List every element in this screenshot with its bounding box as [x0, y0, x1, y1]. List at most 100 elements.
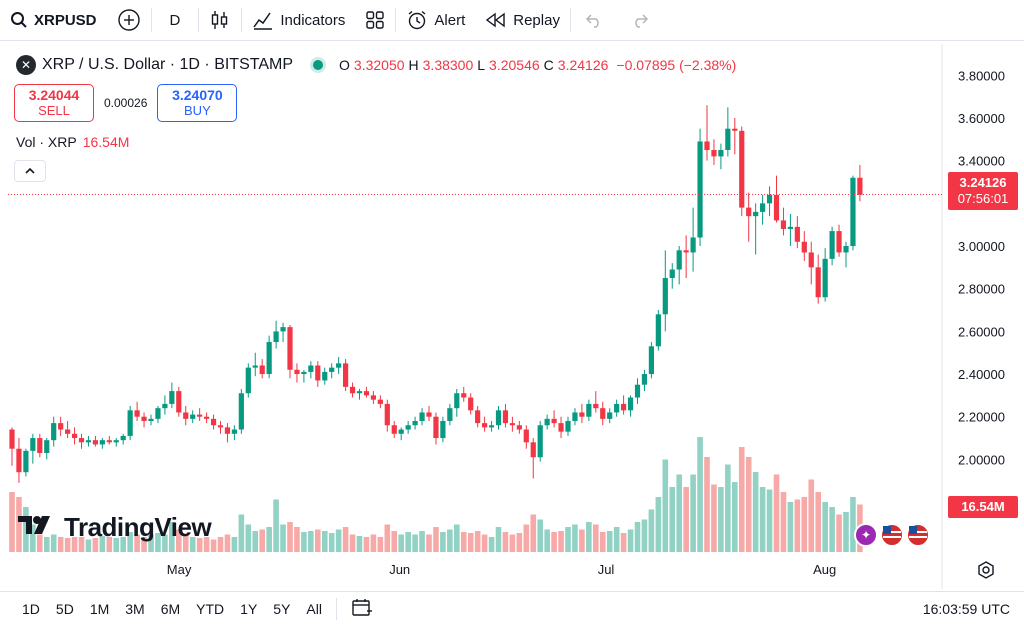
- divider: [335, 598, 337, 620]
- chart-type-button[interactable]: [199, 0, 241, 41]
- candle-body: [37, 438, 43, 453]
- replay-label: Replay: [513, 11, 560, 29]
- candle-body: [398, 429, 404, 434]
- market-status-icon[interactable]: [313, 60, 324, 70]
- candle-body: [23, 450, 29, 473]
- candle-body: [808, 252, 814, 268]
- date-range-button[interactable]: [343, 597, 381, 622]
- chart-settings-button[interactable]: [976, 560, 996, 580]
- range-6m[interactable]: 6M: [160, 601, 181, 617]
- high-label: H: [408, 57, 419, 73]
- low-label: L: [477, 57, 486, 73]
- layouts-button[interactable]: [355, 0, 395, 41]
- indicators-button[interactable]: Indicators: [242, 0, 355, 41]
- gear-icon: [976, 561, 996, 584]
- volume-bar: [467, 533, 474, 552]
- candle-body: [363, 391, 370, 396]
- redo-button[interactable]: [617, 0, 663, 41]
- undo-icon: [585, 12, 603, 28]
- volume-bar: [169, 522, 175, 552]
- candle-body: [377, 399, 383, 404]
- candle-body: [641, 374, 648, 385]
- interval-label: D: [169, 11, 181, 29]
- tradingview-logo[interactable]: TradingView: [18, 512, 212, 543]
- candle-body: [51, 423, 57, 441]
- volume-legend[interactable]: Vol · XRP 16.54M: [16, 134, 129, 150]
- buy-label: BUY: [184, 103, 211, 118]
- volume-bar: [794, 499, 801, 552]
- symbol-title[interactable]: XRP / U.S. Dollar · 1D · BITSTAMP: [42, 56, 294, 73]
- us-flag-icon[interactable]: [880, 523, 904, 547]
- interval-button[interactable]: D: [152, 0, 199, 41]
- candle-body: [690, 237, 696, 253]
- divider: [150, 8, 152, 32]
- candle-body: [356, 391, 363, 394]
- volume-bar: [391, 531, 398, 552]
- volume-bar: [530, 514, 537, 552]
- volume-bar: [16, 497, 22, 552]
- candle-body: [238, 393, 244, 430]
- undo-button[interactable]: [571, 0, 617, 41]
- xrp-logo-icon: ✕: [16, 55, 36, 75]
- volume-bar: [718, 487, 724, 552]
- candle-body: [190, 414, 196, 419]
- candle-body: [113, 440, 119, 443]
- range-3m[interactable]: 3M: [125, 601, 145, 617]
- candle-body: [245, 367, 251, 394]
- volume-bar: [9, 492, 15, 552]
- range-5y[interactable]: 5Y: [273, 601, 291, 617]
- buy-button[interactable]: 3.24070 BUY: [157, 84, 238, 122]
- volume-bar: [474, 531, 481, 552]
- candle-body: [99, 440, 105, 445]
- candle-body: [141, 416, 147, 421]
- volume-bar: [259, 529, 265, 552]
- candle-body: [454, 393, 460, 409]
- search-icon: [10, 11, 28, 29]
- candle-body: [301, 371, 307, 375]
- volume-bar: [398, 534, 404, 552]
- volume-bar: [593, 524, 599, 552]
- alert-button[interactable]: Alert: [396, 0, 475, 41]
- candle-body: [391, 425, 397, 434]
- sell-button[interactable]: 3.24044 SELL: [14, 84, 94, 122]
- range-ytd[interactable]: YTD: [196, 601, 225, 617]
- time-axis-label: Jun: [389, 562, 410, 577]
- candle-body: [461, 393, 467, 398]
- replay-button[interactable]: Replay: [475, 0, 570, 41]
- volume-bar: [599, 532, 606, 552]
- volume-bar: [843, 512, 849, 552]
- chart-pane[interactable]: 3.800003.600003.400003.200003.000002.800…: [8, 44, 1024, 589]
- us-flag-icon[interactable]: [906, 523, 930, 547]
- candle-body: [329, 367, 335, 372]
- price-chart[interactable]: 3.800003.600003.400003.200003.000002.800…: [8, 44, 1024, 589]
- candle-body: [648, 346, 654, 375]
- utc-clock[interactable]: 16:03:59 UTC: [922, 601, 1010, 617]
- change-value: −0.07895 (−2.38%): [616, 57, 737, 73]
- price-tick-label: 3.40000: [958, 154, 1005, 169]
- candle-body: [349, 386, 356, 394]
- volume-bar: [676, 474, 682, 552]
- alarm-clock-icon: [406, 9, 428, 31]
- volume-bar: [182, 536, 189, 552]
- low-value: 3.20546: [489, 57, 540, 73]
- candle-body: [495, 410, 502, 426]
- volume-bar: [669, 487, 676, 552]
- sparkle-icon[interactable]: ✦: [854, 523, 878, 547]
- volume-bar: [412, 534, 418, 552]
- symbol-search[interactable]: XRPUSD: [0, 0, 107, 41]
- volume-bar: [725, 464, 731, 552]
- range-1d[interactable]: 1D: [22, 601, 40, 617]
- volume-bar: [697, 437, 703, 552]
- volume-bar: [745, 457, 752, 552]
- range-all[interactable]: All: [306, 601, 322, 617]
- collapse-legend-button[interactable]: [14, 160, 46, 182]
- candle-body: [231, 429, 237, 434]
- candle-body: [78, 438, 85, 443]
- candle-body: [822, 258, 828, 298]
- compare-button[interactable]: [107, 0, 151, 41]
- volume-bar: [447, 529, 453, 552]
- range-5d[interactable]: 5D: [55, 601, 74, 617]
- range-1m[interactable]: 1M: [89, 601, 110, 617]
- range-1y[interactable]: 1Y: [240, 601, 258, 617]
- candle-body: [523, 429, 529, 443]
